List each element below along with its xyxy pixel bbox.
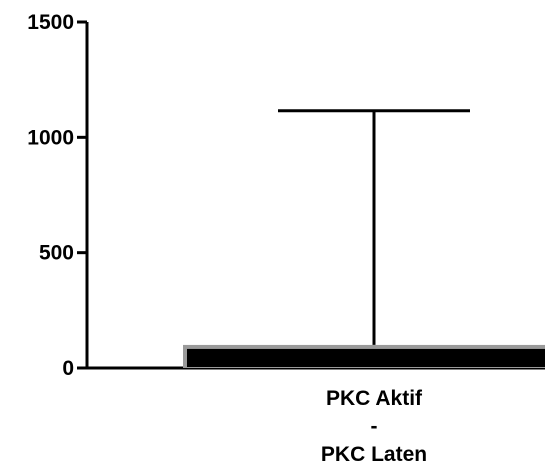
category-labels: PKC Aktif -PKC Laten (321, 387, 427, 466)
y-tick-label: 500 (39, 242, 74, 265)
bars-group (183, 344, 545, 368)
y-tick-label: 0 (62, 357, 74, 380)
y-axis: 0 500 1000 1500 (27, 11, 89, 380)
bar (187, 348, 545, 367)
y-tick-label: 1000 (27, 126, 74, 149)
x-category-label: PKC Aktif -PKC Laten (321, 387, 427, 466)
error-bars-group (278, 109, 470, 345)
y-tick-label: 1500 (27, 11, 74, 34)
